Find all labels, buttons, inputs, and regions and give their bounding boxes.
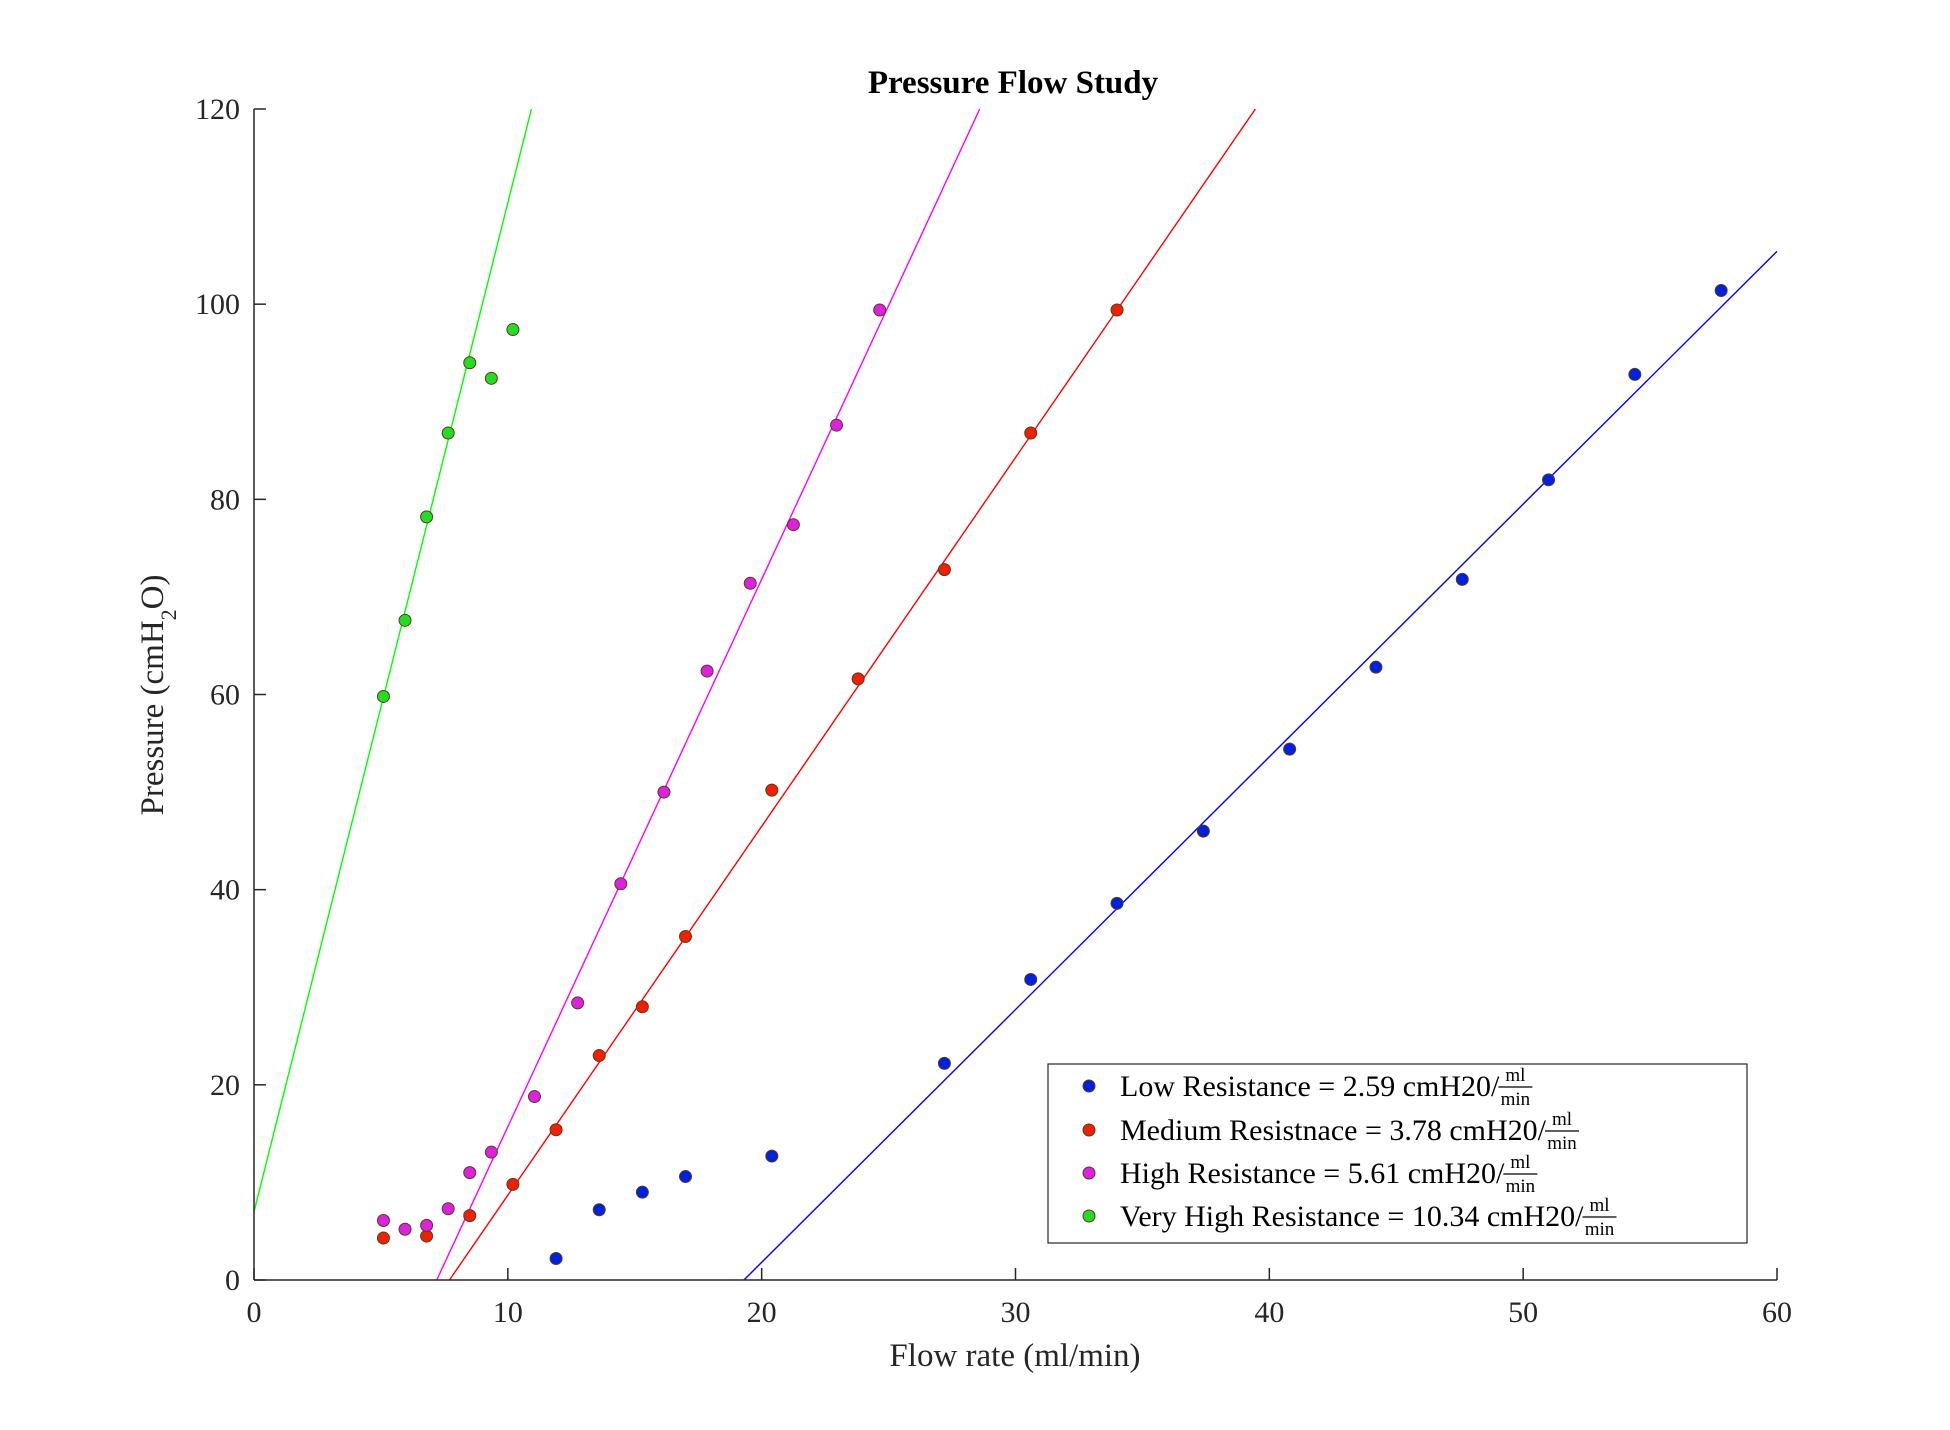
- data-point-series-3: [484, 371, 498, 385]
- data-point-series-0: [937, 1056, 951, 1070]
- data-point-series-2: [463, 1166, 477, 1180]
- data-point-series-0: [1455, 572, 1469, 586]
- data-point-series-1: [765, 783, 779, 797]
- y-tick-label: 100: [195, 288, 240, 321]
- legend-label-series-2: High Resistance = 5.61 cmH20/: [1120, 1157, 1505, 1190]
- data-point-series-0: [1283, 742, 1297, 756]
- data-point-series-0: [1110, 896, 1124, 910]
- data-point-series-1: [420, 1229, 434, 1243]
- data-point-series-2: [873, 303, 887, 317]
- data-point-series-2: [830, 418, 844, 432]
- y-tick-label: 20: [210, 1069, 240, 1102]
- data-point-series-1: [679, 930, 693, 944]
- data-point-series-1: [851, 672, 865, 686]
- x-tick-label: 60: [1762, 1296, 1792, 1329]
- data-point-series-0: [1628, 367, 1642, 381]
- data-point-series-2: [700, 664, 714, 678]
- y-axis-title: Pressure (cmH2O): [135, 574, 181, 815]
- legend-unit-numerator: ml: [1505, 1065, 1525, 1086]
- data-point-series-0: [1369, 660, 1383, 674]
- data-point-series-0: [1196, 824, 1210, 838]
- legend-unit-numerator: ml: [1510, 1152, 1530, 1173]
- data-point-series-2: [398, 1222, 412, 1236]
- x-ticks: 0 10 20 30 40 50 60: [247, 1268, 1792, 1329]
- data-point-series-2: [786, 518, 800, 532]
- data-point-series-3: [463, 356, 477, 370]
- legend-label-series-0: Low Resistance = 2.59 cmH20/: [1120, 1070, 1500, 1103]
- data-point-series-0: [549, 1252, 563, 1266]
- y-tick-label: 80: [210, 483, 240, 516]
- x-axis-title: Flow rate (ml/min): [889, 1338, 1140, 1374]
- legend-unit-denominator: min: [1585, 1219, 1615, 1240]
- y-tick-label: 40: [210, 874, 240, 907]
- data-point-series-0: [765, 1149, 779, 1163]
- legend-marker-series-1: [1082, 1123, 1096, 1137]
- data-point-series-1: [549, 1123, 563, 1137]
- x-tick-label: 0: [247, 1296, 262, 1329]
- fit-line-series-3: [253, 108, 533, 1212]
- legend-marker-series-3: [1082, 1209, 1096, 1223]
- data-point-series-2: [484, 1145, 498, 1159]
- data-point-series-3: [506, 323, 520, 337]
- data-point-series-1: [592, 1049, 606, 1063]
- y-tick-label: 60: [210, 679, 240, 712]
- data-point-series-3: [441, 426, 455, 440]
- data-point-series-2: [614, 877, 628, 891]
- y-axis-title-prefix: Pressure (cmH: [135, 620, 171, 815]
- legend: Low Resistance = 2.59 cmH20/mlminMedium …: [1047, 1063, 1748, 1244]
- legend-marker-series-0: [1082, 1079, 1096, 1093]
- legend-unit-numerator: ml: [1589, 1195, 1609, 1216]
- x-tick-label: 10: [493, 1296, 523, 1329]
- data-markers: [376, 284, 1728, 1266]
- data-point-series-0: [1714, 284, 1728, 298]
- data-point-series-2: [420, 1218, 434, 1232]
- data-point-series-1: [635, 1000, 649, 1014]
- fit-lines: [253, 108, 1778, 1281]
- y-tick-label: 120: [195, 93, 240, 126]
- legend-label-series-1: Medium Resistnace = 3.78 cmH20/: [1120, 1114, 1547, 1147]
- data-point-series-1: [506, 1177, 520, 1191]
- x-tick-label: 20: [747, 1296, 777, 1329]
- legend-label-series-3: Very High Resistance = 10.34 cmH20/: [1120, 1200, 1584, 1233]
- legend-box: [1047, 1063, 1748, 1244]
- data-point-series-0: [1024, 972, 1038, 986]
- data-point-series-2: [657, 785, 671, 799]
- y-axis-title-suffix: O): [135, 574, 171, 609]
- data-point-series-1: [1024, 426, 1038, 440]
- chart-title: Pressure Flow Study: [868, 65, 1159, 101]
- data-point-series-1: [463, 1209, 477, 1223]
- data-point-series-3: [376, 689, 390, 703]
- fit-line-series-0: [743, 250, 1778, 1281]
- legend-unit-denominator: min: [1501, 1089, 1531, 1110]
- legend-unit-numerator: ml: [1552, 1109, 1572, 1130]
- data-point-series-2: [441, 1202, 455, 1216]
- x-tick-label: 40: [1254, 1296, 1284, 1329]
- data-point-series-1: [376, 1231, 390, 1245]
- data-point-series-0: [592, 1203, 606, 1217]
- data-point-series-1: [937, 563, 951, 577]
- fit-line-series-2: [436, 108, 981, 1281]
- y-axis-title-subscript: 2: [156, 609, 181, 620]
- y-tick-label: 0: [225, 1264, 240, 1297]
- fit-line-series-1: [448, 108, 1256, 1281]
- data-point-series-0: [1542, 473, 1556, 487]
- data-point-series-3: [420, 510, 434, 524]
- data-point-series-2: [376, 1213, 390, 1227]
- data-point-series-1: [1110, 303, 1124, 317]
- legend-marker-series-2: [1082, 1166, 1096, 1180]
- legend-unit-denominator: min: [1506, 1176, 1536, 1197]
- data-point-series-2: [743, 576, 757, 590]
- data-point-series-3: [398, 613, 412, 627]
- legend-unit-denominator: min: [1547, 1133, 1577, 1154]
- data-point-series-2: [527, 1090, 541, 1104]
- y-ticks: 0 20 40 60 80 100 120: [195, 93, 266, 1297]
- data-point-series-0: [679, 1170, 693, 1184]
- data-point-series-2: [571, 996, 585, 1010]
- x-tick-label: 50: [1508, 1296, 1538, 1329]
- x-tick-label: 30: [1001, 1296, 1031, 1329]
- data-point-series-0: [635, 1185, 649, 1199]
